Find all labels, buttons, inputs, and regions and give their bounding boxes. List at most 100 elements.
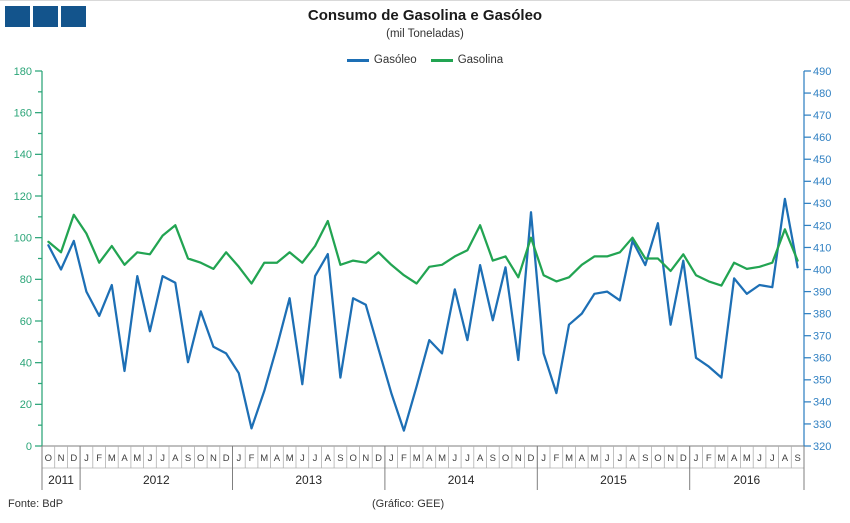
- month-label: A: [325, 453, 332, 464]
- month-label: M: [590, 453, 598, 464]
- legend-item-gasoleo: Gasóleo: [346, 54, 417, 66]
- month-label: J: [160, 453, 165, 464]
- legend-label-gasolina: Gasolina: [457, 54, 504, 66]
- left-axis-label: 40: [20, 358, 32, 370]
- right-axis-label: 490: [813, 66, 831, 78]
- legend-label-gasoleo: Gasóleo: [373, 54, 417, 66]
- month-label: J: [605, 453, 610, 464]
- gasoleo-line: [47, 197, 799, 432]
- credit-note: (Gráfico: GEE): [372, 498, 445, 510]
- right-axis-label: 390: [813, 286, 831, 298]
- month-label: O: [197, 453, 204, 464]
- right-axis-label: 360: [813, 353, 831, 365]
- month-label: F: [401, 453, 407, 464]
- month-label: D: [528, 453, 535, 464]
- right-axis-label: 440: [813, 176, 831, 188]
- month-label: A: [426, 453, 433, 464]
- month-label: N: [210, 453, 217, 464]
- month-label: O: [654, 453, 661, 464]
- month-label: A: [629, 453, 636, 464]
- year-label: 2015: [600, 473, 627, 487]
- logo-square-3: [61, 6, 86, 27]
- month-label: O: [502, 453, 509, 464]
- month-label: S: [794, 453, 800, 464]
- year-label: 2014: [448, 473, 475, 487]
- left-axis-label: 20: [20, 399, 32, 411]
- month-label: F: [553, 453, 559, 464]
- month-label: M: [413, 453, 421, 464]
- gasolina-line: [47, 213, 799, 287]
- right-axis-label: 340: [813, 397, 831, 409]
- month-label: J: [452, 453, 457, 464]
- month-label: M: [286, 453, 294, 464]
- month-label: A: [121, 453, 128, 464]
- right-axis-label: 320: [813, 441, 831, 453]
- month-label: A: [579, 453, 586, 464]
- month-label: F: [96, 453, 102, 464]
- month-label: J: [389, 453, 394, 464]
- month-label: M: [108, 453, 116, 464]
- month-label: J: [694, 453, 699, 464]
- month-label: A: [782, 453, 789, 464]
- month-label: D: [223, 453, 230, 464]
- month-label: N: [515, 453, 522, 464]
- left-axis-label: 120: [14, 191, 32, 203]
- year-label: 2013: [295, 473, 322, 487]
- month-label: J: [757, 453, 762, 464]
- month-label: A: [477, 453, 484, 464]
- left-axis-label: 60: [20, 316, 32, 328]
- month-label: J: [617, 453, 622, 464]
- left-axis-label: 100: [14, 233, 32, 245]
- right-axis-label: 420: [813, 220, 831, 232]
- legend: Gasóleo Gasolina: [0, 54, 850, 66]
- month-label: D: [375, 453, 382, 464]
- month-label: S: [185, 453, 191, 464]
- right-axis-label: 430: [813, 198, 831, 210]
- right-axis-label: 400: [813, 264, 831, 276]
- month-label: J: [236, 453, 241, 464]
- legend-item-gasolina: Gasolina: [430, 54, 504, 66]
- month-label: D: [680, 453, 687, 464]
- month-label: D: [70, 453, 77, 464]
- right-axis-label: 470: [813, 110, 831, 122]
- logo-square-1: [5, 6, 30, 27]
- month-label: O: [45, 453, 52, 464]
- left-axis-label: 180: [14, 66, 32, 78]
- month-label: N: [667, 453, 674, 464]
- month-label: J: [148, 453, 153, 464]
- right-axis-label: 480: [813, 88, 831, 100]
- left-axis-label: 80: [20, 274, 32, 286]
- chart-title: Consumo de Gasolina e Gasóleo: [307, 7, 543, 24]
- logo: [5, 6, 86, 27]
- left-axis-label: 160: [14, 108, 32, 120]
- month-label: J: [541, 453, 546, 464]
- chart-subtitle: (mil Toneladas): [386, 27, 464, 40]
- left-axis-label: 0: [26, 441, 32, 453]
- right-axis-label: 460: [813, 132, 831, 144]
- month-label: S: [337, 453, 343, 464]
- month-label: M: [438, 453, 446, 464]
- right-axis-label: 410: [813, 242, 831, 254]
- year-label: 2011: [48, 473, 74, 487]
- month-label: F: [706, 453, 712, 464]
- month-label: J: [313, 453, 318, 464]
- month-label: O: [349, 453, 356, 464]
- gasoleo-line-swatch: [346, 58, 369, 62]
- year-label: 2016: [733, 473, 760, 487]
- right-axis-label: 350: [813, 375, 831, 387]
- year-label: 2012: [143, 473, 170, 487]
- month-label: J: [84, 453, 89, 464]
- right-axis-label: 380: [813, 308, 831, 320]
- month-label: J: [770, 453, 775, 464]
- right-axis-label: 450: [813, 154, 831, 166]
- left-axis-label: 140: [14, 149, 32, 161]
- month-label: N: [58, 453, 65, 464]
- month-label: M: [743, 453, 751, 464]
- month-label: S: [490, 453, 496, 464]
- source-note: Fonte: BdP: [8, 498, 64, 510]
- month-label: M: [260, 453, 268, 464]
- month-label: S: [642, 453, 648, 464]
- month-label: F: [249, 453, 255, 464]
